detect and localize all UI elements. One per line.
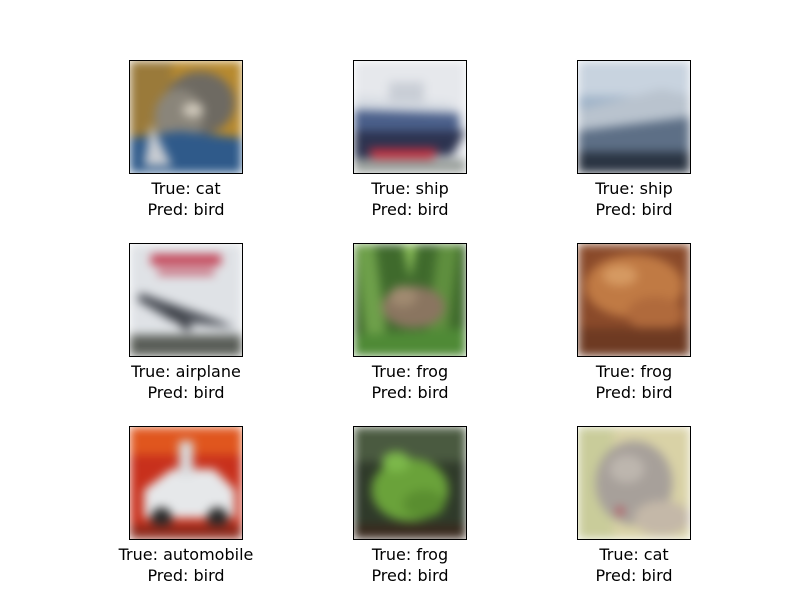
true-label: True: ship [371, 179, 449, 198]
pred-label: Pred: bird [371, 566, 449, 585]
panel-6: True: frog Pred: bird [521, 243, 745, 413]
gray-cat-image [577, 426, 691, 540]
frog-in-grass-image [353, 243, 467, 357]
true-label: True: airplane [131, 362, 241, 381]
pred-label: Pred: bird [371, 200, 449, 219]
pred-label: Pred: bird [147, 383, 225, 402]
pred-label: Pred: bird [147, 566, 225, 585]
pred-label: Pred: bird [371, 383, 449, 402]
true-label: True: frog [371, 545, 449, 564]
airplane-image [129, 243, 243, 357]
panel-1: True: cat Pred: bird [73, 60, 297, 230]
pred-label: Pred: bird [147, 200, 225, 219]
panel-9: True: cat Pred: bird [521, 426, 745, 596]
panel-5: True: frog Pred: bird [297, 243, 521, 413]
toad-image [577, 243, 691, 357]
cat-image [129, 60, 243, 174]
panel-7: True: automobile Pred: bird [73, 426, 297, 596]
boat-image [577, 60, 691, 174]
panel-3: True: ship Pred: bird [521, 60, 745, 230]
ship-image [353, 60, 467, 174]
pred-label: Pred: bird [595, 566, 673, 585]
true-label: True: frog [595, 362, 673, 381]
true-label: True: cat [599, 545, 669, 564]
panel-2: True: ship Pred: bird [297, 60, 521, 230]
panel-4: True: airplane Pred: bird [73, 243, 297, 413]
green-frog-image [353, 426, 467, 540]
car-image [129, 426, 243, 540]
pred-label: Pred: bird [595, 200, 673, 219]
pred-label: Pred: bird [595, 383, 673, 402]
true-label: True: frog [371, 362, 449, 381]
true-label: True: ship [595, 179, 673, 198]
true-label: True: automobile [118, 545, 254, 564]
panel-8: True: frog Pred: bird [297, 426, 521, 596]
true-label: True: cat [151, 179, 221, 198]
